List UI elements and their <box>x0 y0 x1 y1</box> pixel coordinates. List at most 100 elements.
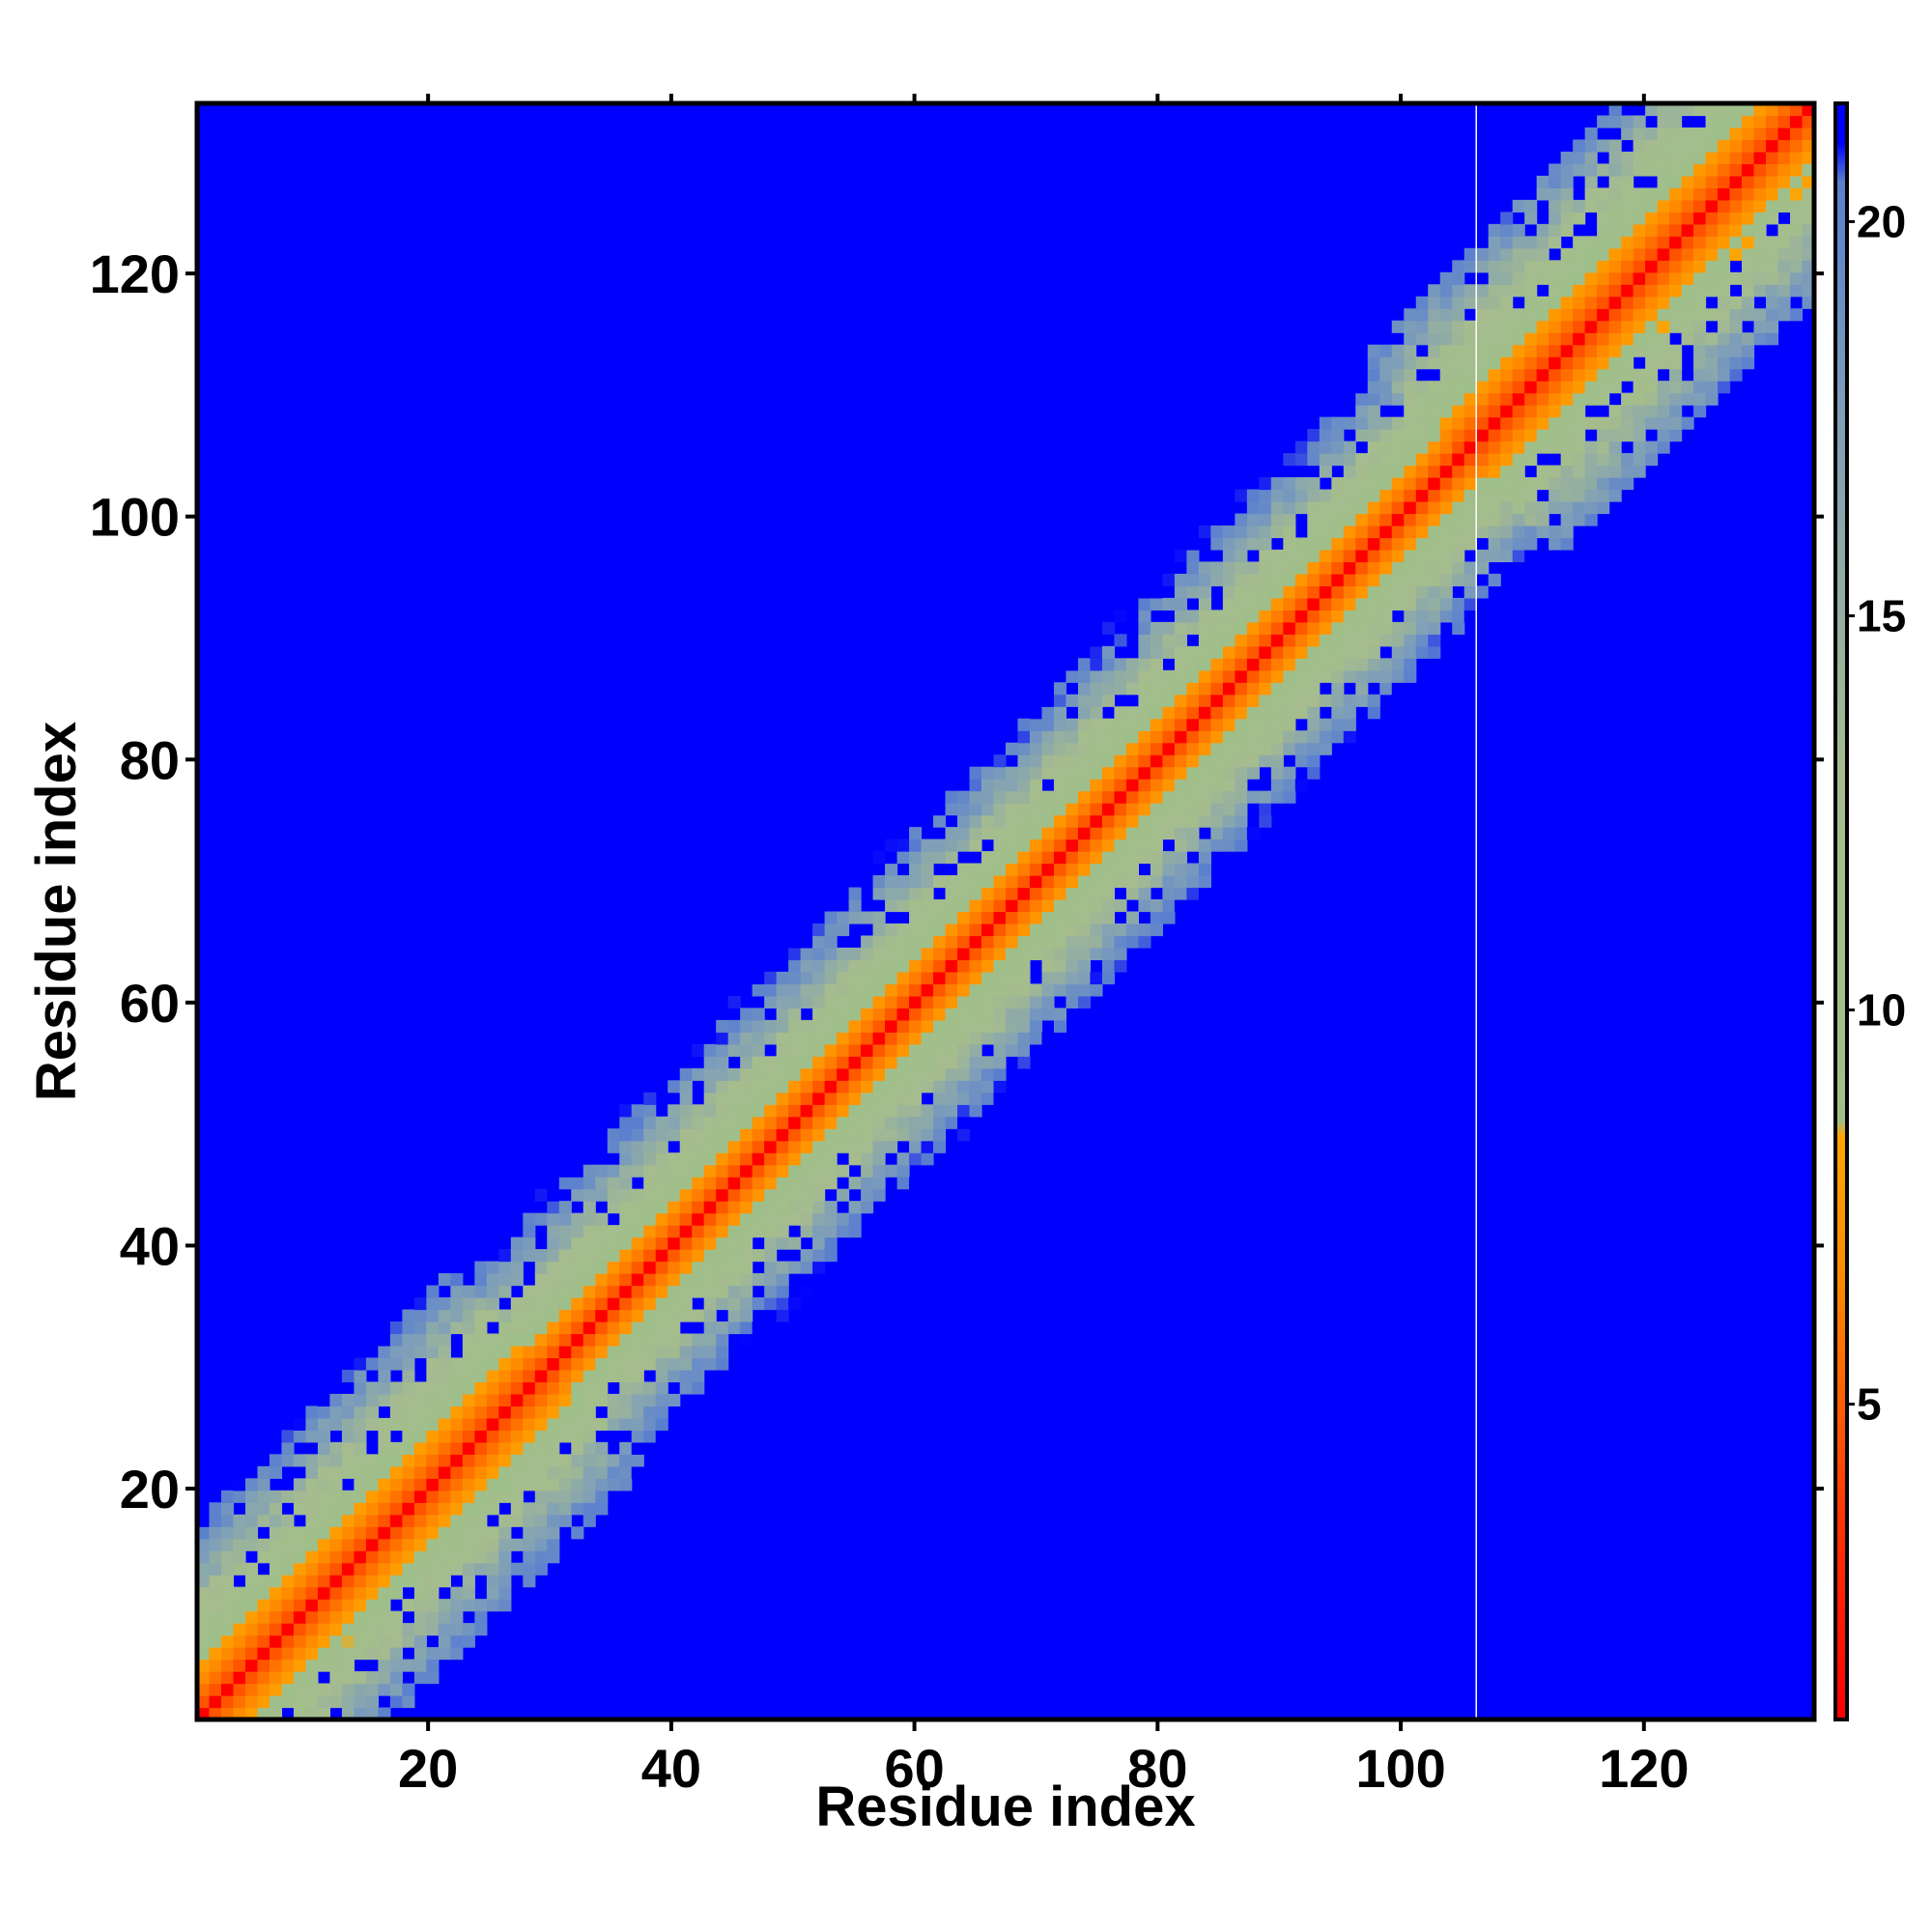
heatmap-cell <box>1162 754 1176 768</box>
heatmap-cell <box>824 1056 838 1069</box>
heatmap-cell <box>740 1261 753 1274</box>
heatmap-cell <box>764 1032 778 1045</box>
heatmap-cell <box>1693 368 1707 382</box>
heatmap-cell <box>354 1478 367 1492</box>
heatmap-cell <box>643 1092 657 1105</box>
heatmap-cell <box>1428 610 1441 623</box>
heatmap-cell <box>679 1128 693 1142</box>
heatmap-cell <box>1500 236 1514 249</box>
heatmap-cell <box>486 1369 499 1383</box>
heatmap-cell <box>257 1538 270 1551</box>
heatmap-cell <box>413 1634 427 1648</box>
heatmap-cell <box>1404 669 1417 683</box>
heatmap-cell <box>1090 682 1103 696</box>
heatmap-cell <box>655 1128 668 1142</box>
heatmap-cell <box>402 1562 415 1576</box>
heatmap-cell <box>305 1695 319 1709</box>
heatmap-cell <box>582 1225 596 1238</box>
heatmap-cell <box>450 1502 464 1516</box>
heatmap-cell <box>788 1140 802 1153</box>
heatmap-cell <box>317 1417 331 1431</box>
heatmap-cell <box>1476 489 1490 502</box>
heatmap-cell <box>329 1623 343 1636</box>
heatmap-cell <box>341 1550 355 1564</box>
heatmap-cell <box>945 947 958 961</box>
heatmap-cell <box>523 1309 536 1322</box>
heatmap-cell <box>1150 911 1163 924</box>
heatmap-cell <box>293 1550 307 1564</box>
heatmap-cell <box>1246 718 1260 731</box>
heatmap-cell <box>1790 236 1804 249</box>
heatmap-cell <box>1415 429 1429 442</box>
heatmap-cell <box>668 1188 681 1202</box>
heatmap-cell <box>981 790 995 804</box>
heatmap-cell <box>1246 489 1260 502</box>
heatmap-cell <box>1331 658 1345 671</box>
heatmap-cell <box>1657 247 1670 261</box>
heatmap-cell <box>341 1707 355 1720</box>
heatmap-cell <box>631 1140 644 1153</box>
heatmap-cell <box>244 1647 259 1661</box>
heatmap-cell <box>1693 187 1707 201</box>
heatmap-cell <box>1597 429 1610 442</box>
heatmap-cell <box>1101 621 1116 635</box>
heatmap-cell <box>1343 453 1356 467</box>
heatmap-cell <box>1512 320 1525 333</box>
heatmap-cell <box>510 1478 524 1492</box>
heatmap-cell <box>1343 561 1356 575</box>
heatmap-cell <box>1488 489 1501 502</box>
heatmap-cell <box>1053 730 1067 744</box>
heatmap-cell <box>1753 187 1767 201</box>
heatmap-cell <box>776 1043 789 1057</box>
heatmap-cell <box>1065 923 1079 937</box>
heatmap-cell <box>969 1092 982 1105</box>
heatmap-cell <box>800 983 813 997</box>
heatmap-cell <box>1343 440 1356 454</box>
heatmap-cell <box>1777 187 1791 201</box>
heatmap-cell <box>1584 344 1598 357</box>
heatmap-cell <box>861 1080 874 1094</box>
heatmap-cell <box>547 1381 560 1395</box>
heatmap-cell <box>1476 525 1490 539</box>
heatmap-cell <box>837 947 850 961</box>
heatmap-cell <box>679 1201 693 1214</box>
heatmap-cell <box>933 1067 947 1081</box>
heatmap-cell <box>1560 356 1574 370</box>
heatmap-cell <box>341 1514 355 1527</box>
heatmap-cell <box>1608 199 1622 213</box>
heatmap-cell <box>523 1417 536 1431</box>
heatmap-cell <box>1681 284 1694 298</box>
heatmap-cell <box>1186 682 1200 696</box>
heatmap-cell <box>450 1465 464 1479</box>
heatmap-cell <box>1246 754 1260 768</box>
heatmap-cell <box>582 1393 596 1406</box>
heatmap-cell <box>1065 838 1079 852</box>
heatmap-cell <box>969 1056 982 1069</box>
heatmap-cell <box>462 1562 475 1576</box>
heatmap-cell <box>1307 561 1321 575</box>
heatmap-cell <box>800 1092 813 1105</box>
heatmap-cell <box>1077 887 1092 900</box>
heatmap-cell <box>1017 983 1031 997</box>
heatmap-cell <box>1681 139 1694 153</box>
heatmap-cell <box>1524 501 1538 515</box>
heatmap-cell <box>413 1562 427 1576</box>
heatmap-cell <box>957 995 971 1009</box>
heatmap-cell <box>824 1236 838 1250</box>
heatmap-cell <box>1150 658 1163 671</box>
heatmap-cell <box>1053 935 1067 949</box>
heatmap-cell <box>679 1140 693 1153</box>
heatmap-cell <box>317 1430 331 1443</box>
heatmap-cell <box>1174 597 1187 611</box>
heatmap-cell <box>402 1623 415 1636</box>
heatmap-cell <box>1536 260 1549 273</box>
heatmap-cell <box>1259 501 1272 515</box>
heatmap-cell <box>619 1152 633 1166</box>
heatmap-cell <box>413 1502 427 1516</box>
heatmap-cell <box>595 1236 609 1250</box>
heatmap-cell <box>402 1406 415 1419</box>
heatmap-cell <box>1681 236 1694 249</box>
heatmap-cell <box>1584 199 1598 213</box>
heatmap-cell <box>1463 368 1477 382</box>
heatmap-cell <box>293 1634 307 1648</box>
